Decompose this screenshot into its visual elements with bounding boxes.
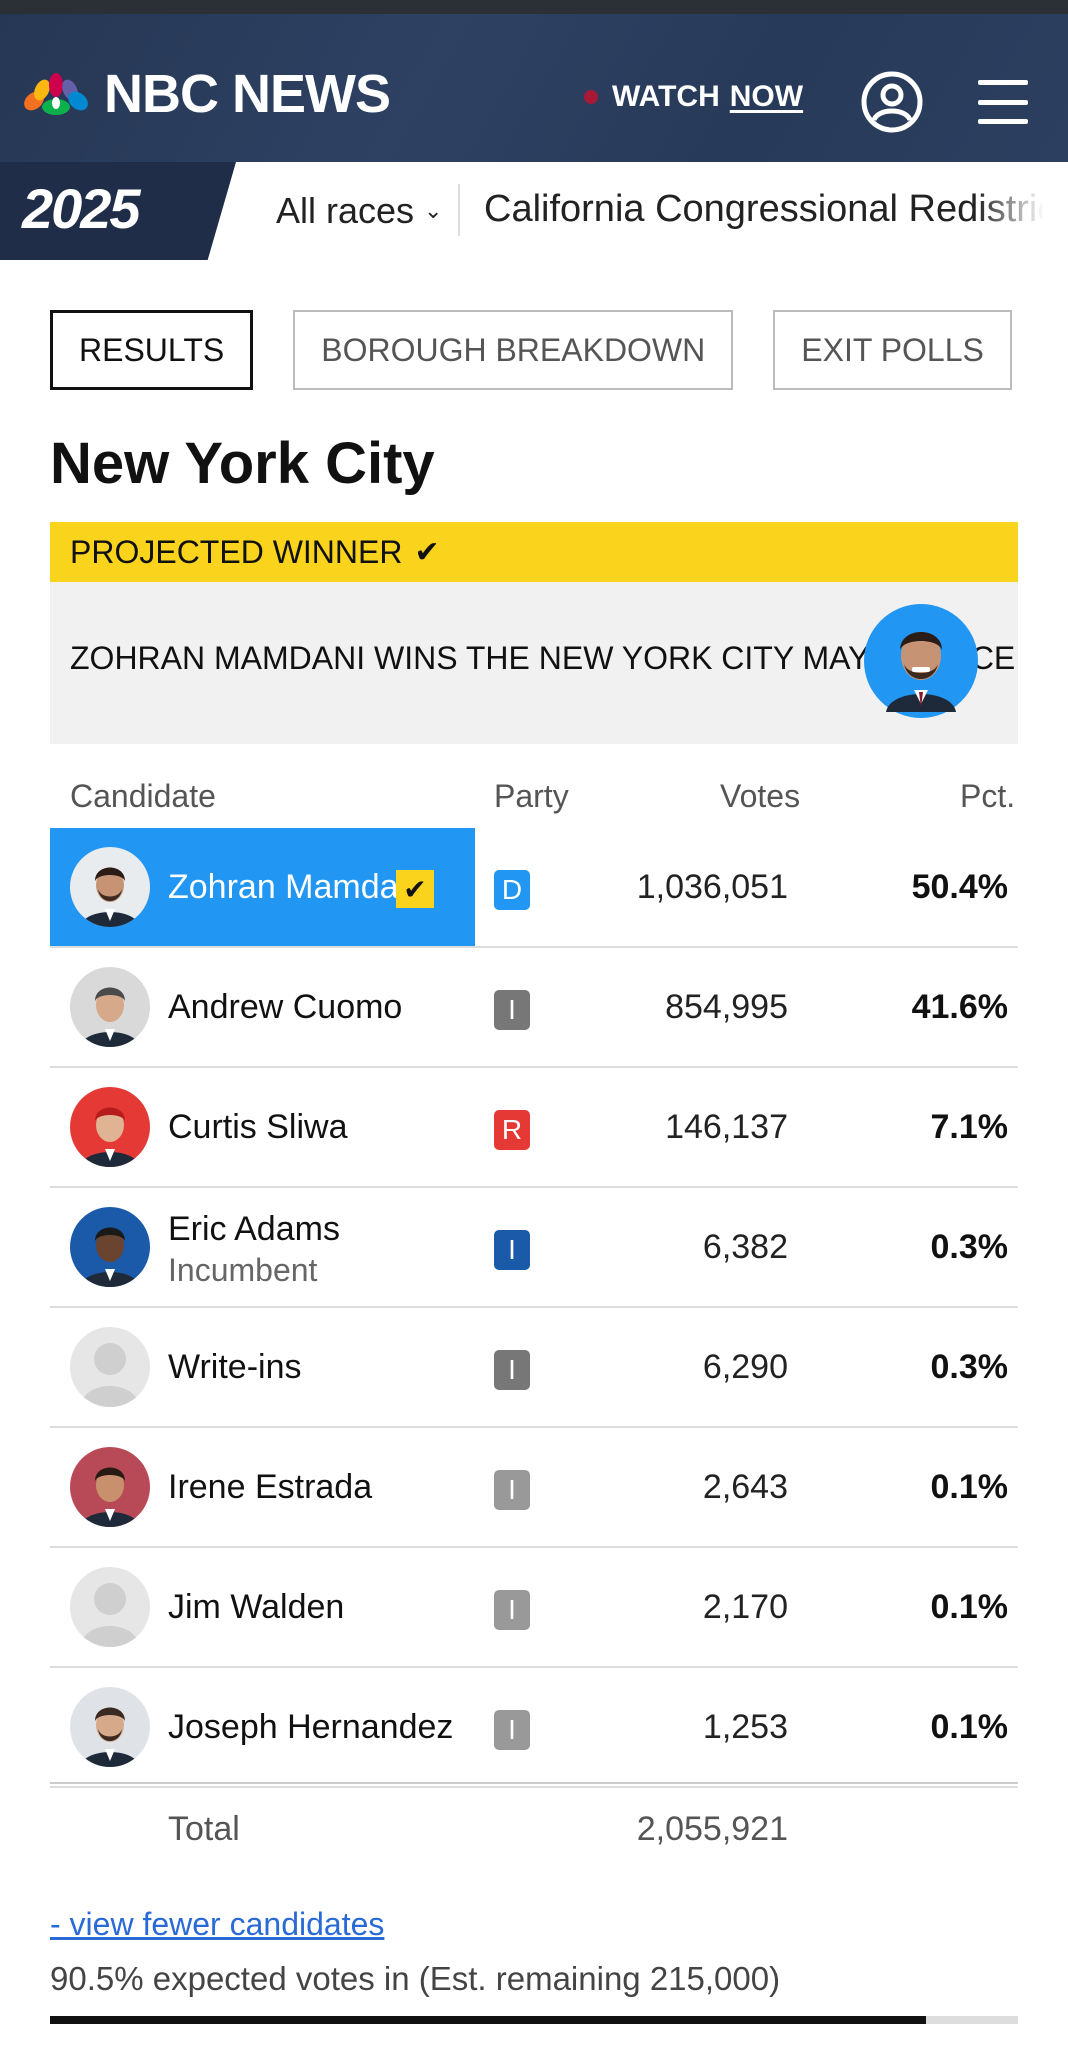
- user-icon: [861, 71, 923, 133]
- vote-count: 6,290: [702, 1348, 788, 1386]
- table-row[interactable]: Andrew Cuomo I 854,995 41.6%: [50, 948, 1018, 1068]
- logo-text: NBC NEWS: [104, 64, 391, 124]
- nbc-logo[interactable]: NBC NEWS: [22, 62, 391, 126]
- party-badge: I: [494, 990, 530, 1030]
- all-races-dropdown[interactable]: All races ⌄: [276, 190, 442, 232]
- winner-photo: [864, 604, 978, 718]
- live-dot-icon: [584, 90, 598, 104]
- table-row[interactable]: Write-ins I 6,290 0.3%: [50, 1308, 1018, 1428]
- table-row[interactable]: Zohran Mamdani ✔ D 1,036,051 50.4%: [50, 828, 1018, 948]
- projected-winner-banner: PROJECTED WINNER ✔: [50, 522, 1018, 582]
- candidate-name: Joseph Hernandez: [168, 1708, 454, 1746]
- avatar: [70, 1087, 150, 1167]
- avatar: [70, 1687, 150, 1767]
- watch-label: WATCH: [612, 80, 720, 113]
- candidate-name: Irene Estrada: [168, 1468, 373, 1506]
- table-row[interactable]: Curtis Sliwa R 146,137 7.1%: [50, 1068, 1018, 1188]
- status-strip: [0, 0, 1068, 14]
- now-label: NOW: [729, 80, 804, 113]
- vote-count: 1,036,051: [636, 868, 788, 906]
- header-candidate: Candidate: [70, 778, 216, 814]
- tab-exit-polls[interactable]: EXIT POLLS: [773, 310, 1012, 390]
- vote-count: 2,643: [702, 1468, 788, 1506]
- menu-line: [978, 80, 1028, 85]
- header-pct: Pct.: [960, 778, 1016, 814]
- candidate-name: Andrew Cuomo: [168, 988, 403, 1026]
- candidate-name: Jim Walden: [168, 1588, 345, 1626]
- table-row[interactable]: Joseph Hernandez I 1,253 0.1%: [50, 1668, 1018, 1788]
- page-title: New York City: [50, 431, 435, 496]
- tab-results[interactable]: RESULTS: [50, 310, 254, 390]
- projected-winner-label: PROJECTED WINNER: [70, 533, 403, 570]
- party-badge: R: [494, 1110, 530, 1150]
- candidate-name: Zohran Mamdani: [168, 868, 426, 906]
- party-badge: I: [494, 1230, 530, 1270]
- vote-percent: 7.1%: [930, 1108, 1009, 1146]
- account-button[interactable]: [860, 70, 924, 134]
- table-row[interactable]: Irene Estrada I 2,643 0.1%: [50, 1428, 1018, 1548]
- vote-percent: 50.4%: [911, 868, 1008, 906]
- winner-check-icon: ✔: [396, 870, 434, 908]
- race-link[interactable]: California Congressional Redistricting: [484, 188, 1044, 230]
- watch-now-button[interactable]: WATCH NOW: [584, 80, 803, 114]
- vote-count: 6,382: [702, 1228, 788, 1266]
- peacock-icon: [24, 73, 88, 115]
- total-label: Total: [168, 1810, 240, 1848]
- projected-winner-box: ZOHRAN MAMDANI WINS THE NEW YORK CITY MA…: [50, 582, 1018, 744]
- chevron-down-icon: ⌄: [424, 198, 443, 223]
- candidate-name: Eric Adams: [168, 1210, 340, 1248]
- party-badge: I: [494, 1710, 530, 1750]
- all-races-label: All races: [276, 190, 415, 231]
- candidate-name: Curtis Sliwa: [168, 1108, 348, 1146]
- table-row[interactable]: Jim Walden I 2,170 0.1%: [50, 1548, 1018, 1668]
- header-party: Party: [494, 778, 569, 814]
- party-badge: I: [494, 1470, 530, 1510]
- total-divider: [50, 1782, 1018, 1784]
- checkmark-icon: ✔: [414, 535, 440, 569]
- vote-percent: 0.1%: [930, 1468, 1009, 1506]
- year-badge-text: 2025: [22, 177, 141, 240]
- expected-votes-text: 90.5% expected votes in (Est. remaining …: [50, 1960, 781, 1997]
- candidate-name: Write-ins: [168, 1348, 302, 1386]
- results-tabs: RESULTS BOROUGH BREAKDOWN EXIT POLLS: [50, 310, 1052, 390]
- site-header: NBC NEWS WATCH NOW: [0, 14, 1068, 162]
- avatar: [70, 967, 150, 1047]
- table-row[interactable]: Eric Adams Incumbent I 6,382 0.3%: [50, 1188, 1018, 1308]
- expected-votes-fill: [50, 2016, 927, 2024]
- hamburger-menu-button[interactable]: [978, 80, 1028, 124]
- vote-percent: 0.3%: [930, 1228, 1009, 1266]
- vote-count: 2,170: [702, 1588, 788, 1626]
- nav-divider: [458, 184, 460, 236]
- vote-count: 854,995: [665, 988, 788, 1026]
- view-fewer-link[interactable]: - view fewer candidates: [50, 1906, 385, 1942]
- header-votes: Votes: [720, 778, 801, 814]
- menu-line: [978, 99, 1028, 105]
- elections-subnav: 2025 All races ⌄ California Congressiona…: [0, 162, 1068, 260]
- vote-count: 146,137: [665, 1108, 788, 1146]
- party-badge: I: [494, 1350, 530, 1390]
- projected-winner-message: ZOHRAN MAMDANI WINS THE NEW YORK CITY MA…: [70, 640, 1016, 676]
- party-badge: I: [494, 1590, 530, 1630]
- expected-votes-bar: [50, 2016, 1018, 2024]
- total-votes: 2,055,921: [636, 1810, 788, 1848]
- vote-count: 1,253: [702, 1708, 788, 1746]
- vote-percent: 0.3%: [930, 1348, 1009, 1386]
- candidate-subtitle: Incumbent: [168, 1252, 318, 1288]
- avatar: [70, 1447, 150, 1527]
- avatar: [70, 1207, 150, 1287]
- year-badge[interactable]: 2025: [0, 162, 236, 260]
- party-badge: D: [494, 870, 530, 910]
- vote-percent: 41.6%: [911, 988, 1008, 1026]
- tab-borough-breakdown[interactable]: BOROUGH BREAKDOWN: [293, 310, 734, 390]
- avatar: [70, 847, 150, 927]
- menu-line: [978, 119, 1028, 124]
- avatar: [70, 1327, 150, 1407]
- vote-percent: 0.1%: [930, 1588, 1009, 1626]
- avatar: [70, 1567, 150, 1647]
- vote-percent: 0.1%: [930, 1708, 1009, 1746]
